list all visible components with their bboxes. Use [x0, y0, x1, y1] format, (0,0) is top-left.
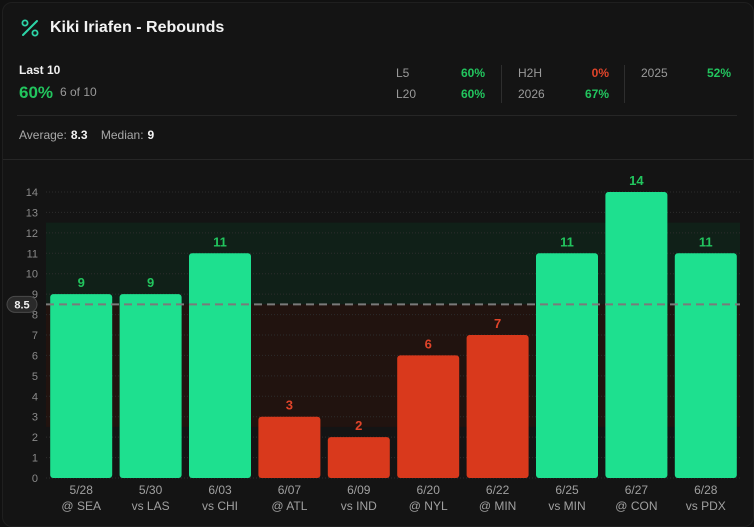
bar	[674, 253, 737, 478]
stat-l5-value: 60%	[460, 66, 485, 80]
stat-2026-label: 2026	[518, 87, 545, 101]
x-tick-opponent: @ SEA	[61, 499, 101, 513]
y-tick-label: 1	[32, 453, 38, 465]
y-tick-label: 3	[32, 412, 38, 424]
bar	[327, 437, 390, 478]
x-tick-opponent: @ CON	[615, 499, 657, 513]
x-tick-opponent: vs LAS	[132, 499, 170, 513]
bar-value-label: 3	[286, 398, 293, 413]
x-tick-date: 6/25	[555, 483, 579, 497]
threshold-label: 8.5	[14, 299, 29, 311]
last-pct: 60%	[19, 83, 54, 102]
x-tick-date: 6/27	[625, 483, 649, 497]
stat-h2h-value: 0%	[591, 66, 609, 80]
bar-value-label: 14	[629, 173, 644, 188]
y-tick-label: 12	[26, 228, 38, 240]
y-tick-label: 14	[26, 187, 38, 199]
divider	[501, 65, 502, 103]
average-value: 8.3	[70, 128, 88, 142]
page-title: Kiki Iriafen - Rebounds	[50, 19, 225, 36]
stat-h2h-label: H2H	[518, 66, 543, 80]
bar-value-label: 11	[699, 234, 713, 249]
y-tick-label: 4	[32, 391, 38, 403]
stat-l5-label: L5	[396, 66, 410, 80]
stat-2025-value: 52%	[706, 66, 731, 80]
y-tick-label: 6	[32, 350, 38, 362]
bar-value-label: 2	[355, 418, 362, 433]
median-value: 9	[147, 128, 155, 142]
bar-value-label: 9	[78, 275, 85, 290]
y-tick-label: 2	[32, 432, 38, 444]
bar	[466, 335, 529, 478]
bar	[536, 253, 598, 478]
x-tick-date: 6/07	[278, 483, 302, 497]
x-tick-opponent: vs PDX	[686, 499, 726, 513]
bar-value-label: 6	[425, 336, 432, 351]
y-tick-label: 7	[32, 330, 38, 342]
threshold-badge	[6, 295, 38, 313]
divider	[3, 159, 753, 160]
last-of: 6 of 10	[60, 85, 97, 99]
bar-value-label: 7	[494, 316, 501, 331]
x-tick-opponent: @ ATL	[271, 499, 307, 513]
bar	[605, 192, 668, 478]
bar-value-label: 11	[560, 234, 574, 249]
stat-l20-label: L20	[396, 87, 417, 101]
divider	[17, 115, 737, 116]
bar	[397, 355, 460, 478]
x-tick-date: 6/22	[486, 483, 510, 497]
bar	[189, 253, 251, 478]
x-tick-opponent: @ MIN	[479, 499, 517, 513]
y-tick-label: 13	[26, 207, 38, 219]
header: Kiki Iriafen - Rebounds	[20, 18, 224, 38]
y-tick-label: 9	[32, 289, 38, 301]
x-tick-opponent: vs CHI	[202, 499, 238, 513]
x-tick-date: 6/20	[417, 483, 441, 497]
x-tick-opponent: @ NYL	[409, 499, 448, 513]
stat-2026-value: 67%	[584, 87, 609, 101]
stat-l20-value: 60%	[460, 87, 485, 101]
average-label: Average:	[19, 128, 67, 142]
y-tick-label: 11	[27, 248, 38, 260]
x-tick-date: 6/03	[208, 483, 232, 497]
y-tick-label: 8	[32, 310, 38, 322]
x-tick-date: 5/28	[70, 483, 94, 497]
y-tick-label: 0	[32, 473, 38, 485]
bar	[258, 416, 321, 478]
x-tick-opponent: vs MIN	[548, 499, 585, 513]
x-tick-opponent: vs IND	[341, 499, 377, 513]
median-label: Median:	[100, 128, 144, 142]
bar	[119, 294, 182, 478]
x-tick-date: 6/09	[347, 483, 371, 497]
y-tick-label: 5	[32, 371, 38, 383]
x-tick-date: 6/28	[694, 483, 718, 497]
y-tick-label: 10	[26, 269, 38, 281]
percent-icon	[21, 19, 39, 37]
x-tick-date: 5/30	[139, 483, 163, 497]
bar-value-label: 11	[213, 234, 227, 249]
divider	[624, 65, 625, 103]
last-label: Last 10	[19, 63, 61, 77]
average-median: Average: 8.3 Median: 9	[19, 128, 154, 142]
bar-value-label: 9	[147, 275, 154, 290]
bar	[50, 294, 113, 478]
stat-2025-label: 2025	[641, 66, 668, 80]
